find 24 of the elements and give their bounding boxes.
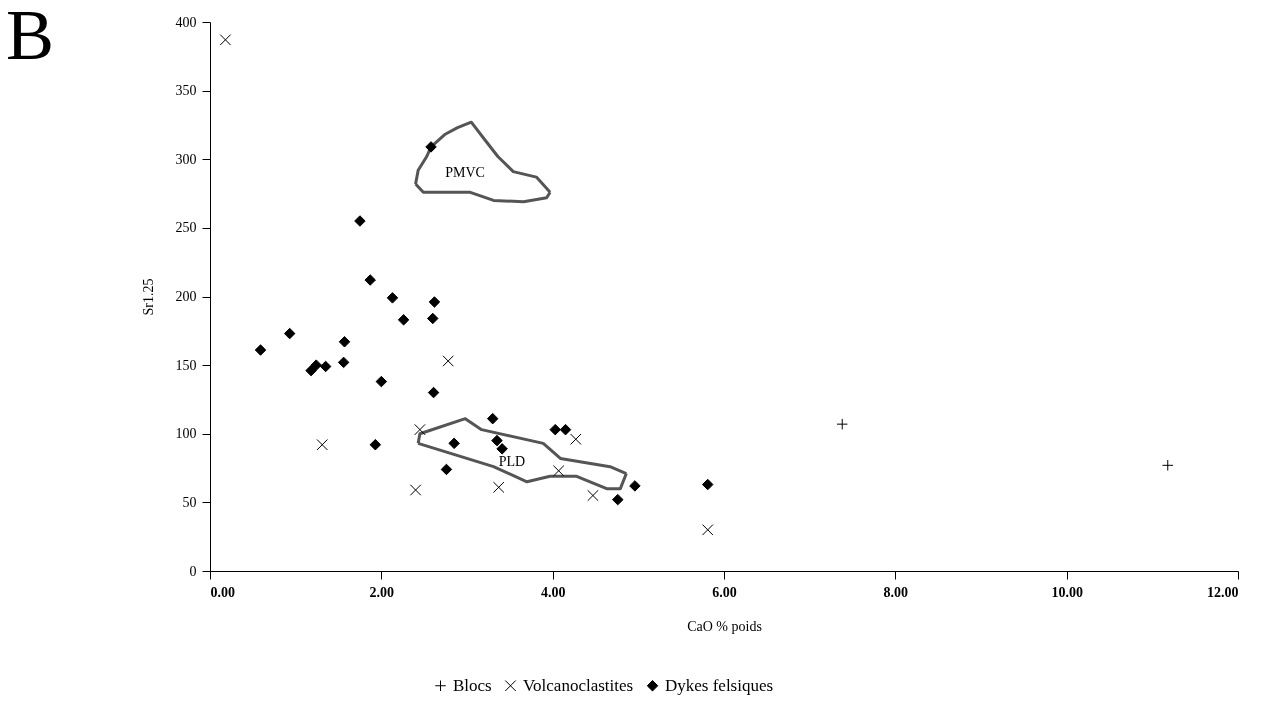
chart-title: B — [6, 0, 55, 75]
x-tick-label: 0.00 — [210, 584, 235, 600]
y-tick-label: 50 — [182, 494, 197, 510]
annotation: PMVC — [445, 165, 485, 180]
x-axis-title: CaO % poids — [687, 618, 762, 634]
y-axis-title: Sr1.25 — [140, 278, 156, 316]
y-tick-label: 350 — [175, 83, 197, 99]
x-tick-label: 10.00 — [1051, 584, 1083, 600]
legend-label: Blocs — [453, 675, 492, 695]
y-tick-label: 300 — [175, 151, 197, 167]
legend-label: Dykes felsiques — [665, 675, 774, 695]
y-tick-label: 0 — [189, 563, 197, 579]
x-tick-label: 6.00 — [712, 584, 737, 600]
y-tick-label: 100 — [175, 426, 197, 442]
x-tick-label: 2.00 — [369, 584, 395, 600]
y-tick-label: 250 — [175, 220, 197, 236]
annotation: PLD — [498, 454, 526, 469]
x-tick-label: 12.00 — [1207, 584, 1239, 600]
y-tick-label: 400 — [175, 14, 197, 30]
y-tick-label: 200 — [175, 289, 197, 304]
y-tick-label: 150 — [175, 357, 197, 373]
legend-label: Volcanoclastites — [523, 675, 634, 695]
x-tick-label: 4.00 — [540, 584, 566, 600]
x-tick-label: 8.00 — [883, 584, 909, 600]
